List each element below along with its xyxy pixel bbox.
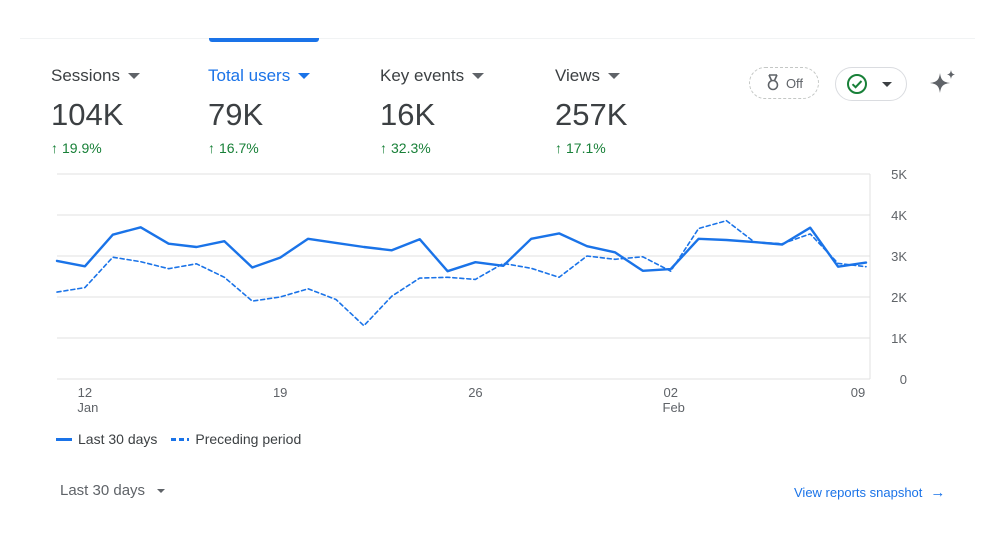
metric-label: Key events [380, 64, 540, 88]
x-tick-label: 26 [468, 385, 482, 400]
chart-legend: Last 30 days Preceding period [56, 431, 315, 447]
check-circle-icon [847, 74, 867, 94]
insights-off-badge[interactable]: Off [749, 67, 819, 99]
x-tick-label: 09 [851, 385, 865, 400]
arrow-up-icon: ↑ [51, 140, 58, 156]
metric-label-text: Sessions [51, 66, 120, 85]
arrow-up-icon: ↑ [380, 140, 387, 156]
metric-tab-sessions[interactable]: Sessions 104K ↑ 19.9% [51, 64, 211, 164]
y-tick-label: 3K [891, 249, 907, 264]
metric-label: Views [555, 64, 715, 88]
legend-swatch-solid [56, 437, 72, 441]
card-top-divider [20, 38, 975, 39]
metric-tab-views[interactable]: Views 257K ↑ 17.1% [555, 64, 715, 164]
date-range-label: Last 30 days [60, 482, 146, 499]
arrow-up-icon: ↑ [208, 140, 215, 156]
metric-label: Total users [208, 64, 368, 88]
legend-swatch-dashed [171, 437, 190, 441]
caret-down-icon [608, 73, 621, 79]
arrow-right-icon: → [930, 484, 946, 501]
metric-tab-total-users[interactable]: Total users 79K ↑ 16.7% [208, 64, 368, 164]
caret-down-icon [157, 488, 166, 493]
award-ribbon-icon [767, 74, 779, 91]
insights-badge-label: Off [785, 75, 804, 91]
x-tick-sublabel: Feb [663, 400, 685, 415]
metric-value: 104K [51, 97, 124, 132]
sparkle-icon[interactable] [928, 69, 958, 99]
arrow-up-icon: ↑ [555, 140, 562, 156]
metric-value: 79K [208, 97, 264, 132]
caret-down-icon [298, 73, 311, 79]
active-metric-indicator [209, 38, 319, 42]
x-tick-label: 02 [663, 385, 677, 400]
y-tick-label: 5K [891, 167, 907, 182]
metric-value: 257K [555, 97, 628, 132]
y-tick-label: 2K [891, 290, 907, 305]
y-tick-label: 1K [891, 331, 907, 346]
metric-change-value: 32.3% [391, 140, 431, 156]
caret-down-icon [882, 81, 892, 87]
view-reports-snapshot-link[interactable]: View reports snapshot → [794, 484, 945, 501]
metric-tab-key-events[interactable]: Key events 16K ↑ 32.3% [380, 64, 540, 164]
date-range-dropdown[interactable]: Last 30 days [60, 482, 166, 499]
legend-item-previous: Preceding period [171, 431, 301, 447]
metric-change-value: 16.7% [219, 140, 259, 156]
x-tick-label: 12 [78, 385, 92, 400]
metric-change-value: 17.1% [566, 140, 606, 156]
series-line-preceding-period [56, 219, 867, 327]
metric-change: ↑ 19.9% [51, 140, 211, 156]
metric-change: ↑ 16.7% [208, 140, 368, 156]
metric-label-text: Views [555, 66, 601, 85]
caret-down-icon [472, 73, 485, 79]
metric-change-value: 19.9% [62, 140, 102, 156]
snapshot-link-label: View reports snapshot [794, 485, 923, 500]
y-tick-label: 0 [900, 372, 907, 387]
metric-change: ↑ 32.3% [380, 140, 540, 156]
comparison-status-dropdown[interactable] [835, 67, 907, 101]
caret-down-icon [127, 73, 140, 79]
metric-change: ↑ 17.1% [555, 140, 715, 156]
x-tick-label: 19 [273, 385, 287, 400]
x-tick-sublabel: Jan [77, 400, 98, 415]
series-line-last-30-days [55, 226, 868, 273]
y-tick-label: 4K [891, 208, 907, 223]
legend-label: Preceding period [195, 431, 302, 447]
metric-label: Sessions [51, 64, 211, 88]
legend-label: Last 30 days [78, 431, 158, 447]
metric-label-text: Total users [208, 66, 291, 85]
metric-label-text: Key events [380, 66, 465, 85]
metric-value: 16K [380, 97, 436, 132]
legend-item-current: Last 30 days [56, 431, 157, 447]
